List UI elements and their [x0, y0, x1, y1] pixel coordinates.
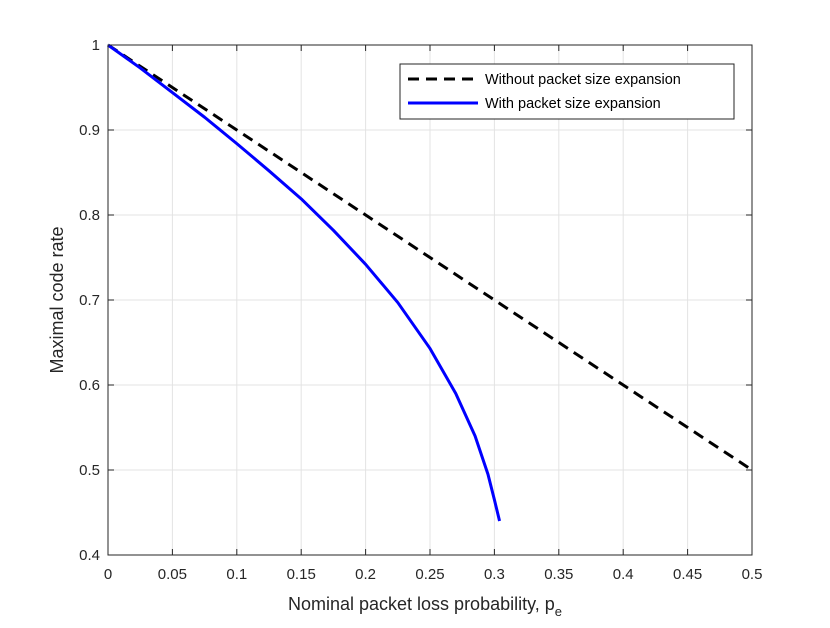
y-tick-label: 0.4 — [79, 547, 100, 564]
x-tick-label: 0.3 — [484, 566, 505, 583]
y-tick-label: 0.6 — [79, 377, 100, 394]
y-tick-label: 1 — [92, 37, 100, 54]
x-tick-labels: 0 0.05 0.1 0.15 0.2 0.25 0.3 0.35 0.4 0.45 0.5 — [104, 566, 763, 583]
y-tick-label: 0.8 — [79, 207, 100, 224]
x-axis-label-subscript: e — [555, 604, 562, 619]
axis-ticks — [107, 44, 753, 556]
x-tick-label: 0.25 — [415, 566, 444, 583]
x-tick-label: 0.2 — [355, 566, 376, 583]
x-axis-label: Nominal packet loss probability, pe — [288, 594, 562, 619]
series-lines — [107, 43, 753, 522]
y-tick-label: 0.7 — [79, 292, 100, 309]
x-tick-label: 0.5 — [742, 566, 763, 583]
x-tick-label: 0.1 — [226, 566, 247, 583]
x-tick-label: 0.45 — [673, 566, 702, 583]
x-tick-label: 0.35 — [544, 566, 573, 583]
y-axis-label: Maximal code rate — [47, 226, 67, 373]
legend-label-with-expansion: With packet size expansion — [485, 96, 661, 112]
series-line-with-expansion — [107, 43, 502, 522]
x-tick-label: 0 — [104, 566, 112, 583]
x-tick-label: 0.4 — [613, 566, 634, 583]
y-tick-label: 0.9 — [79, 122, 100, 139]
legend-label-without-expansion: Without packet size expansion — [485, 72, 681, 88]
y-tick-labels: 0.4 0.5 0.6 0.7 0.8 0.9 1 — [79, 37, 100, 564]
legend: Without packet size expansion With packe… — [399, 63, 735, 120]
legend-box — [399, 63, 735, 120]
x-tick-label: 0.15 — [287, 566, 316, 583]
x-tick-label: 0.05 — [158, 566, 187, 583]
series-line-without-expansion — [107, 43, 753, 472]
y-tick-label: 0.5 — [79, 462, 100, 479]
